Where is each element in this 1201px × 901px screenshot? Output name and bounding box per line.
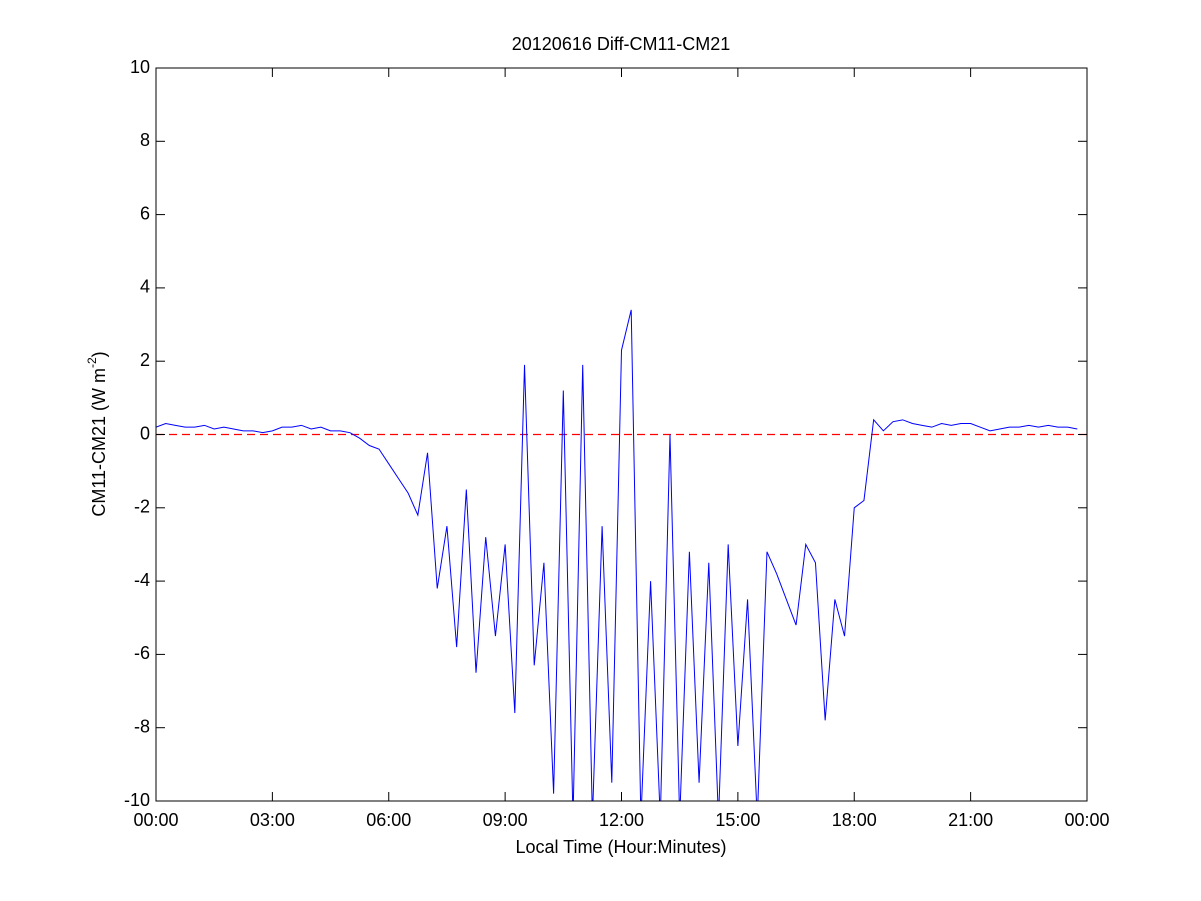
y-tick-label: 2 [140, 350, 150, 370]
y-tick-label: -10 [124, 790, 150, 810]
x-tick-label: 06:00 [366, 810, 411, 830]
chart-title: 20120616 Diff-CM11-CM21 [512, 34, 730, 54]
x-tick-label: 12:00 [599, 810, 644, 830]
y-tick-label: -6 [134, 643, 150, 663]
y-tick-label: 0 [140, 423, 150, 443]
x-tick-label: 15:00 [715, 810, 760, 830]
x-axis-label: Local Time (Hour:Minutes) [515, 837, 726, 857]
y-tick-label: 8 [140, 130, 150, 150]
x-tick-label: 21:00 [948, 810, 993, 830]
x-tick-label: 00:00 [133, 810, 178, 830]
x-tick-label: 09:00 [483, 810, 528, 830]
y-axis-label: CM11-CM21 (W m-2) [85, 351, 109, 516]
y-tick-label: -8 [134, 716, 150, 736]
x-tick-label: 03:00 [250, 810, 295, 830]
y-tick-label: 10 [130, 57, 150, 77]
y-label-sup: -2 [85, 357, 99, 368]
y-tick-label: -4 [134, 570, 150, 590]
y-tick-label: 4 [140, 277, 150, 297]
y-label-main: CM11-CM21 (W m [89, 368, 109, 517]
x-tick-label: 18:00 [832, 810, 877, 830]
data-line [156, 309, 1078, 801]
y-tick-label: -2 [134, 497, 150, 517]
y-tick-label: 6 [140, 203, 150, 223]
x-tick-label: 00:00 [1064, 810, 1109, 830]
y-label-end: ) [89, 351, 109, 357]
